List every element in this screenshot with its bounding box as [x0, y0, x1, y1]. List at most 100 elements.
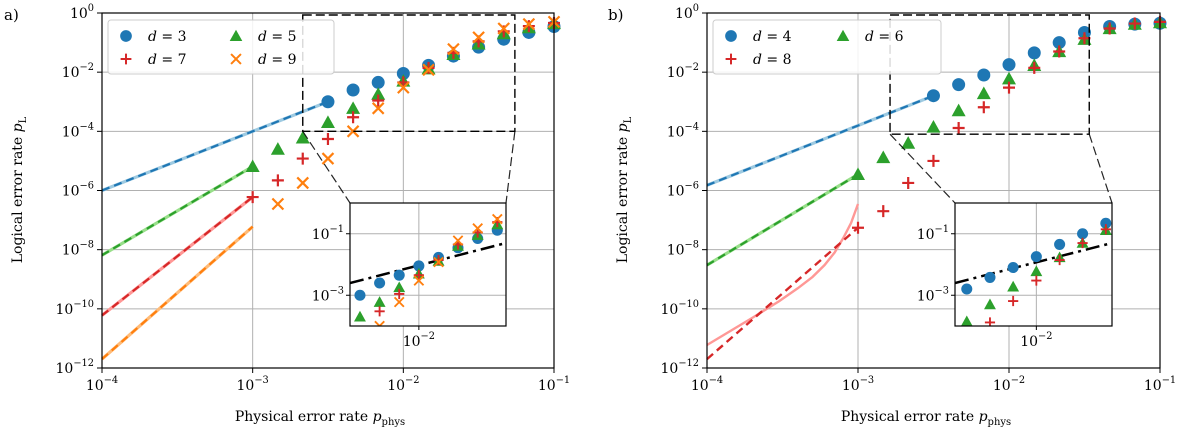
y-tick-label-base: 10: [667, 65, 685, 81]
inset-y-tick-label: 10−3: [312, 285, 344, 304]
y-tick-label-exp: −6: [80, 181, 94, 192]
inset-data-point: [1146, 209, 1158, 220]
y-tick-label-base: 10: [667, 243, 685, 259]
x-tick-label-exp: −3: [254, 375, 268, 386]
data-point: [246, 191, 259, 204]
inset-data-point: [374, 277, 386, 289]
data-point: [1078, 32, 1091, 45]
y-tick-label-exp: −2: [80, 62, 94, 73]
legend-marker: [725, 30, 737, 42]
data-point: [1052, 36, 1066, 50]
x-tick-label: 10−2: [387, 375, 419, 394]
data-point: [1002, 71, 1016, 85]
data-point: [347, 111, 360, 124]
inset-data-point: [433, 256, 444, 268]
inset-data-point: [1147, 209, 1157, 219]
panel-b: 10−4 10−3 10−2 10−110−1210−1010−810−610−410…: [660, 3, 1177, 394]
x-tick-label: 10−3: [842, 375, 874, 394]
y-tick-label: 10−4: [667, 121, 699, 140]
inset-y-tick-label-base: 10: [917, 227, 935, 243]
x-tick-label: 10−4: [691, 375, 723, 394]
fit-line-dashed: [706, 173, 859, 267]
extrapolation-curve: [706, 226, 859, 361]
inset: 10−110−310−2: [917, 202, 1177, 350]
inset-data-point: [355, 329, 365, 339]
panel-label-b: b): [608, 6, 623, 24]
inset-x-tick-label: 10−2: [1020, 331, 1052, 350]
data-point: [852, 221, 864, 234]
inset-threshold-line: [955, 241, 1112, 285]
legend-label-eq: = 8: [762, 52, 792, 68]
data-point: [371, 102, 385, 115]
data-point: [296, 152, 309, 165]
x-tick-label-exp: −4: [709, 375, 723, 386]
data-point: [522, 17, 536, 31]
y-tick-label-base: 10: [667, 124, 685, 140]
y-tick-label-exp: −12: [73, 358, 94, 369]
inset-data-point: [1077, 228, 1089, 240]
inset-data-point: [1170, 208, 1177, 219]
x-tick-label: 10−1: [538, 375, 570, 394]
inset-x-tick-label-exp: −2: [1038, 331, 1052, 342]
data-point: [397, 81, 410, 94]
inset-y-tick-label-exp: −3: [935, 285, 949, 296]
inset-content: [350, 203, 522, 339]
data-point: [1003, 81, 1015, 94]
x-tick-label-exp: −1: [556, 375, 570, 386]
x-tick-label-base: 10: [237, 378, 255, 394]
inset-data-point: [1007, 280, 1020, 292]
inset-data-point: [1147, 209, 1158, 220]
inset-background: [955, 203, 1112, 326]
y-tick-label: 10−12: [660, 358, 699, 377]
inset-data-point: [1054, 254, 1065, 266]
inset-y-tick-label-exp: −3: [330, 285, 344, 296]
inset-data-point: [1124, 214, 1134, 224]
fit-line-dashed: [101, 196, 254, 317]
inset-data-point: [452, 235, 464, 246]
data-point: [902, 176, 915, 189]
legend-label-var: d: [865, 29, 874, 45]
y-tick-label-base: 10: [62, 243, 80, 259]
y-tick-label-exp: −6: [685, 181, 699, 192]
y-tick-label-exp: 0: [88, 3, 94, 14]
data-point: [977, 68, 991, 82]
legend-label: d = 4: [753, 29, 792, 45]
inset-y-tick-label-exp: −1: [330, 224, 344, 235]
data-point: [295, 130, 310, 144]
inset-data-point: [354, 310, 366, 322]
x-tick-label-base: 10: [1144, 378, 1162, 394]
y-tick-label: 10−10: [55, 299, 94, 318]
ylabel-a: Logical error rate pL: [10, 116, 29, 263]
inset-x-tick-label: 10−2: [403, 331, 435, 350]
inset-data-point: [373, 296, 386, 307]
x-tick-label: 10−4: [86, 375, 118, 394]
zoom-connector: [505, 131, 516, 204]
data-point: [926, 120, 941, 133]
legend-label-eq: = 9: [267, 52, 297, 68]
inset-data-point: [511, 218, 522, 229]
zoom-connector: [1088, 134, 1113, 204]
legend-box: [712, 19, 942, 75]
y-tick-label: 100: [675, 3, 699, 22]
legend-box: [107, 19, 335, 75]
ylabel-b: Logical error rate pL: [615, 116, 634, 263]
inset-data-point: [1100, 224, 1111, 235]
inset-data-point: [393, 296, 405, 308]
legend-label: d = 8: [753, 52, 792, 68]
inset-x-tick-label-base: 10: [1020, 334, 1038, 350]
inset-x-tick-label-base: 10: [403, 334, 421, 350]
inset-data-point: [960, 315, 973, 326]
y-tick-label-exp: −10: [678, 299, 699, 310]
inset-background: [350, 203, 506, 326]
inset-data-point: [413, 270, 424, 281]
inset-data-point: [413, 260, 425, 272]
inset-y-tick-label-base: 10: [917, 288, 935, 304]
inset-y-tick-label: 10−1: [917, 224, 949, 243]
x-tick-label-base: 10: [387, 378, 405, 394]
x-tick-label-base: 10: [842, 378, 860, 394]
data-point: [371, 87, 386, 100]
x-tick-label: 10−3: [237, 375, 269, 394]
data-point: [952, 78, 966, 92]
